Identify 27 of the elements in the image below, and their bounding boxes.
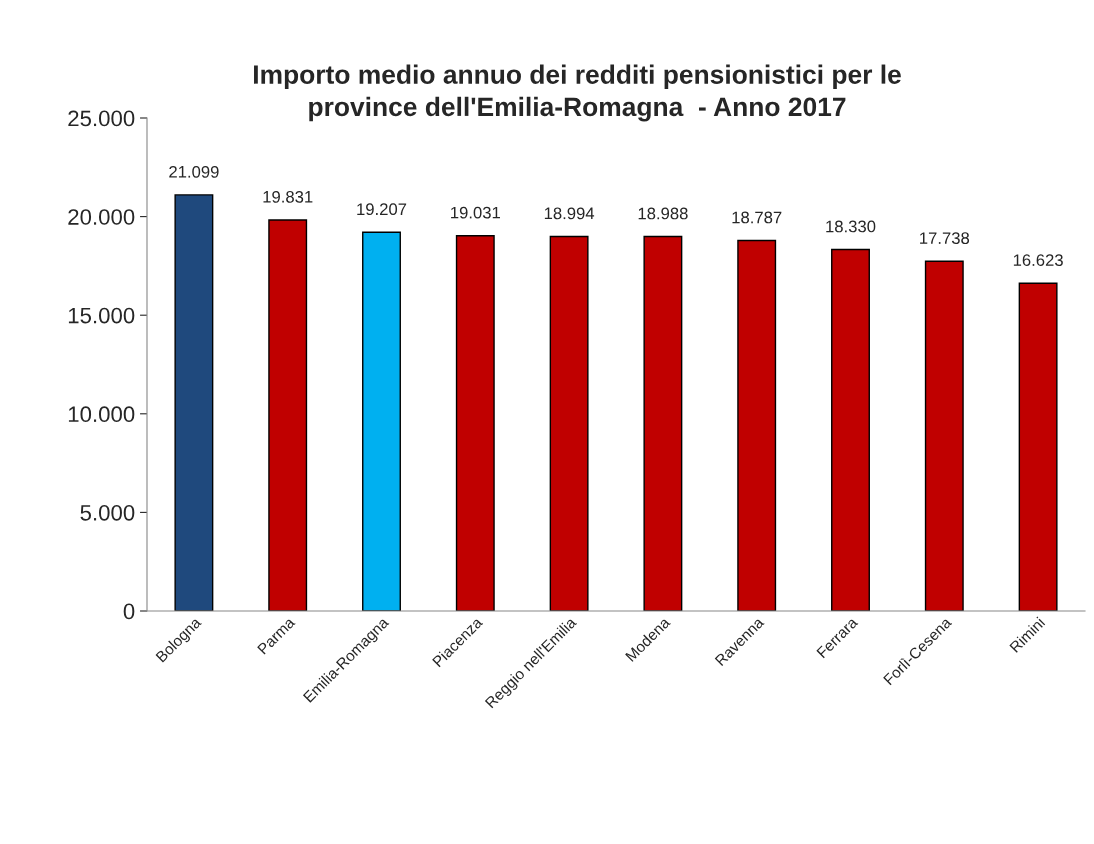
chart-title: Importo medio annuo dei redditi pensionistici per le province dell'Emilia-Romagna - Anno 2017 — [254, 64, 901, 122]
bar — [174, 194, 214, 611]
y-tick-label: 5.000 — [80, 504, 135, 521]
y-tick-label: 10.000 — [68, 406, 135, 423]
y-tick-label: 25.000 — [68, 110, 135, 127]
data-label: 19.207 — [357, 203, 407, 216]
bar — [924, 260, 964, 611]
y-tick-label: 15.000 — [68, 307, 135, 324]
data-label: 18.994 — [544, 207, 595, 220]
data-label: 18.988 — [638, 207, 688, 220]
data-label: 18.330 — [826, 220, 876, 233]
bar — [831, 248, 870, 611]
bar — [362, 231, 401, 611]
data-label: 17.738 — [920, 232, 970, 245]
data-label: 16.623 — [1013, 254, 1063, 267]
data-label: 19.031 — [451, 206, 500, 219]
data-label: 18.787 — [732, 211, 782, 224]
bar — [268, 219, 308, 611]
y-tick-label: 20.000 — [68, 209, 135, 225]
data-label: 21.099 — [169, 165, 219, 178]
bar — [549, 235, 589, 611]
bar — [737, 239, 777, 611]
bar — [1018, 282, 1058, 611]
bar — [455, 235, 495, 611]
bar — [643, 235, 683, 611]
data-label: 19.831 — [263, 190, 313, 203]
y-tick-label: 0 — [123, 603, 135, 620]
